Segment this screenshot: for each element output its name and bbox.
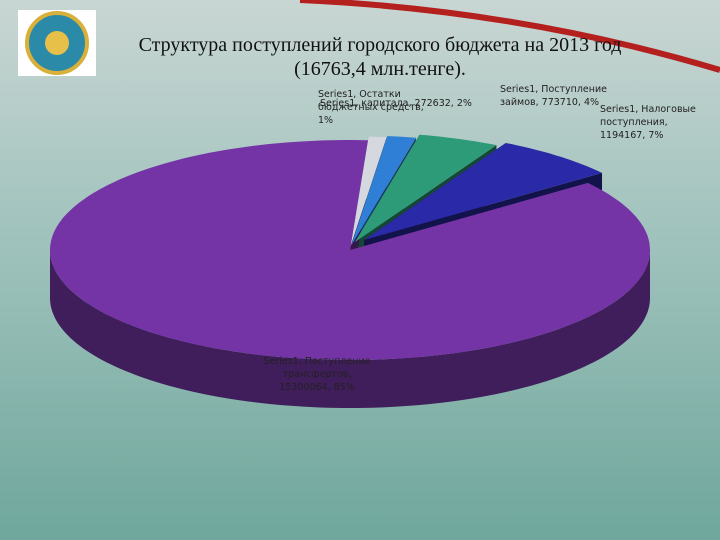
chart-subtitle: (16763,4 млн.тенге). [294,58,466,80]
data-label: Series1, Поступление трансфертов, 153000… [263,356,371,393]
chart-title: Структура поступлений городского бюджета… [138,34,622,56]
slice [350,136,387,247]
data-label: Series1, Поступление займов, 773710, 4% [500,84,607,108]
slice [364,143,602,240]
slice [354,134,497,243]
slice [351,136,416,246]
pie [50,134,650,408]
slice [50,140,650,360]
logo-sun [45,31,69,55]
data-label: Series1, капитала, 272632, 2% [320,98,472,109]
data-label: Series1, Налоговые поступления, 1194167,… [600,104,696,141]
slice-side [50,250,650,408]
decor-arc [299,0,720,73]
data-label: Series1, Остатки бюджетных средств, 1% [318,89,424,126]
